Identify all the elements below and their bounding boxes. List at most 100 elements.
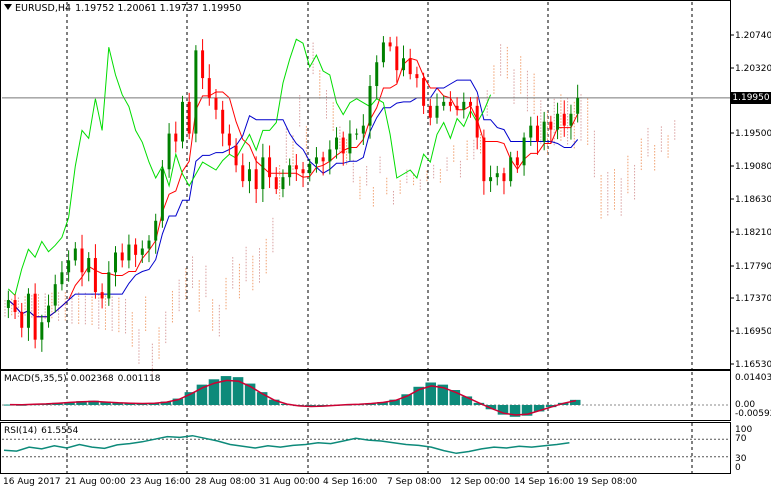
candle-body — [355, 133, 359, 135]
y-tick-label: 1.16950 — [735, 327, 771, 337]
indicator-lines — [2, 38, 730, 318]
rsi-plot — [2, 434, 730, 458]
candle-body — [154, 220, 158, 241]
candle-body — [26, 293, 30, 328]
candle-body — [214, 97, 218, 110]
candle-body — [67, 260, 71, 273]
candle-body — [241, 165, 245, 182]
candle-body — [562, 113, 566, 126]
candle-body — [301, 169, 305, 174]
candle-body — [120, 252, 124, 261]
candle-body — [448, 101, 452, 106]
x-tick-label: 31 Aug 00:00 — [259, 477, 320, 487]
candle-body — [569, 113, 573, 126]
x-tick-label: 19 Sep 08:00 — [577, 477, 638, 487]
macd-bar — [473, 402, 485, 405]
frame-layer — [0, 0, 734, 474]
y-tick-label: 1.18630 — [735, 195, 771, 205]
rsi-value: 61.5554 — [41, 426, 79, 436]
macd-label: MACD(5,35,5) 0.002368 0.001118 — [4, 374, 161, 384]
macd-bar — [64, 402, 75, 405]
macd-value1: 0.002368 — [70, 374, 114, 384]
low-value: 1.19737 — [159, 3, 199, 14]
candle-body — [47, 305, 51, 323]
x-tick-label: 16 Aug 2017 — [3, 477, 61, 487]
candle-body — [13, 300, 17, 312]
candle-body — [308, 163, 312, 174]
candle-body — [201, 50, 205, 79]
macd-axis-label: 0.014032 — [735, 373, 771, 383]
candle-body — [247, 169, 251, 182]
macd-plot — [2, 376, 730, 417]
macd-bar — [208, 379, 220, 405]
macd-bar — [377, 402, 388, 405]
candle-body — [368, 86, 372, 126]
current-price-tag: 1.19950 — [731, 92, 771, 104]
candle-body — [134, 244, 138, 255]
candle-body — [93, 258, 97, 293]
rsi-panel-frame — [0, 422, 731, 474]
candle-body — [388, 42, 392, 47]
candle-body — [174, 133, 178, 142]
dropdown-triangle-icon[interactable] — [4, 4, 12, 10]
chikou-line — [7, 38, 492, 297]
x-tick-label: 23 Aug 16:00 — [130, 477, 191, 487]
candle-body — [60, 272, 64, 285]
candle-body — [100, 292, 104, 299]
candle-body — [147, 240, 151, 249]
candle-body — [348, 133, 352, 154]
y-tick-label: 1.16530 — [735, 360, 771, 370]
macd-bar — [389, 399, 400, 405]
candle-body — [341, 137, 345, 154]
candle-body — [314, 157, 318, 164]
main-panel-frame — [0, 0, 731, 370]
macd-bar — [88, 400, 99, 405]
candle-body — [415, 74, 419, 79]
macd-bar — [76, 401, 87, 405]
x-tick-label: 12 Sep 00:00 — [450, 477, 511, 487]
candle-body — [321, 157, 325, 162]
y-tick-label: 1.19080 — [735, 162, 771, 172]
candle-body — [73, 248, 77, 261]
macd-bar — [437, 384, 449, 405]
macd-bar — [545, 405, 557, 408]
macd-bar — [509, 405, 521, 417]
candle-body — [288, 165, 292, 178]
candle-body — [462, 101, 466, 110]
macd-bar — [268, 399, 280, 405]
candle-body — [294, 165, 298, 170]
rsi-axis-label: 30 — [735, 454, 747, 464]
y-tick-label: 1.17790 — [735, 262, 771, 272]
candle-body — [127, 244, 131, 261]
y-tick-label: 1.20320 — [735, 64, 771, 74]
candle-body — [576, 97, 580, 114]
macd-bar — [160, 401, 172, 405]
y-tick-label: 1.18210 — [735, 228, 771, 238]
candle-body — [335, 137, 339, 150]
candle-body — [435, 105, 439, 118]
macd-bar — [172, 398, 184, 405]
candle-body — [221, 109, 225, 134]
candle-body — [402, 58, 406, 71]
candle-body — [395, 46, 399, 71]
candle-body — [361, 125, 365, 134]
macd-bar — [449, 390, 461, 405]
candle-body — [381, 42, 385, 63]
rsi-axis-label: 0 — [735, 463, 741, 473]
candle-body — [80, 248, 84, 273]
candle-body — [53, 284, 57, 306]
candle-body — [328, 149, 332, 162]
macd-bar — [112, 402, 123, 405]
macd-bar — [533, 405, 545, 412]
macd-axis-label: -0.005922 — [735, 409, 771, 419]
candle-body — [489, 177, 493, 182]
macd-name: MACD(5,35,5) — [4, 374, 67, 384]
candle-body — [254, 169, 258, 190]
candle-body — [549, 121, 553, 130]
candle-body — [482, 137, 486, 182]
candle-body — [268, 157, 272, 178]
candle-body — [422, 78, 426, 106]
candle-body — [234, 145, 238, 166]
candle-body — [20, 311, 24, 328]
